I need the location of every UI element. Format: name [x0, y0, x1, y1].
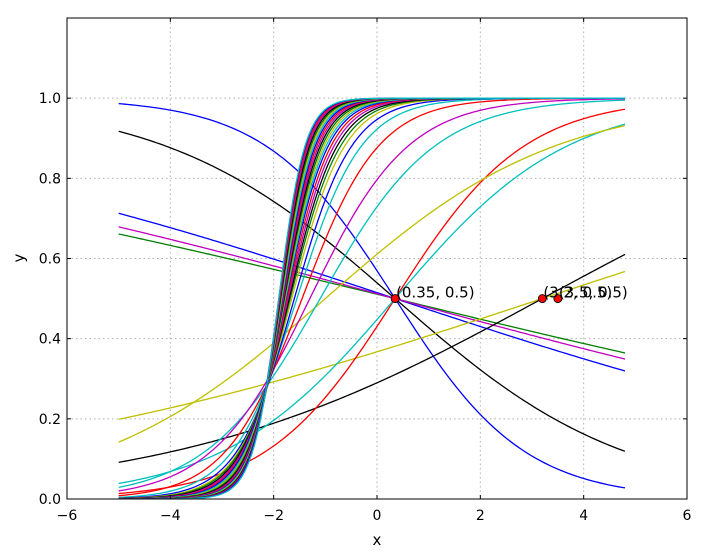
series-line [118, 97, 625, 499]
data-point [390, 294, 400, 303]
x-tick-label: −4 [160, 508, 181, 524]
x-tick-label: −6 [57, 508, 78, 524]
x-tick-label: 6 [683, 508, 692, 524]
x-tick-label: 0 [373, 508, 382, 524]
y-tick-label: 0.8 [39, 171, 61, 187]
marked-points: (0.35, 0.5) (3.2, 0.5)(3.5, 0.5) [390, 284, 628, 303]
y-tick-label: 0.2 [39, 412, 61, 428]
y-tick-label: 0.4 [39, 332, 61, 348]
series-line [118, 233, 626, 354]
x-tick-label: 4 [579, 508, 588, 524]
y-tick-label: 0.6 [39, 252, 61, 268]
x-tick-label: 2 [476, 508, 485, 524]
y-tick-label: 0.0 [39, 492, 61, 508]
series-line [118, 99, 626, 488]
series-line [118, 130, 626, 452]
data-point [537, 294, 547, 303]
point-annotation: (3.2, 0.5) [543, 284, 612, 302]
grid [67, 18, 687, 499]
point-annotation: (3.5, 0.5) [559, 284, 628, 302]
x-tick-label: −2 [263, 508, 284, 524]
series-line [118, 123, 626, 485]
series-line [118, 226, 626, 360]
axis-ticks: −6 −4 −2 0 2 4 6 0.0 0.2 0.4 0.6 0.8 1.0 [39, 18, 692, 524]
series-line [118, 212, 626, 372]
series-line [118, 124, 626, 443]
series-lines [118, 97, 626, 499]
y-axis-label: y [10, 253, 28, 262]
x-axis-label: x [373, 531, 382, 549]
series-line [118, 102, 626, 489]
point-annotation: (0.35, 0.5) [396, 284, 475, 302]
data-point [553, 294, 563, 303]
series-line [118, 108, 626, 495]
series-line [118, 98, 626, 492]
y-tick-label: 1.0 [39, 91, 61, 107]
